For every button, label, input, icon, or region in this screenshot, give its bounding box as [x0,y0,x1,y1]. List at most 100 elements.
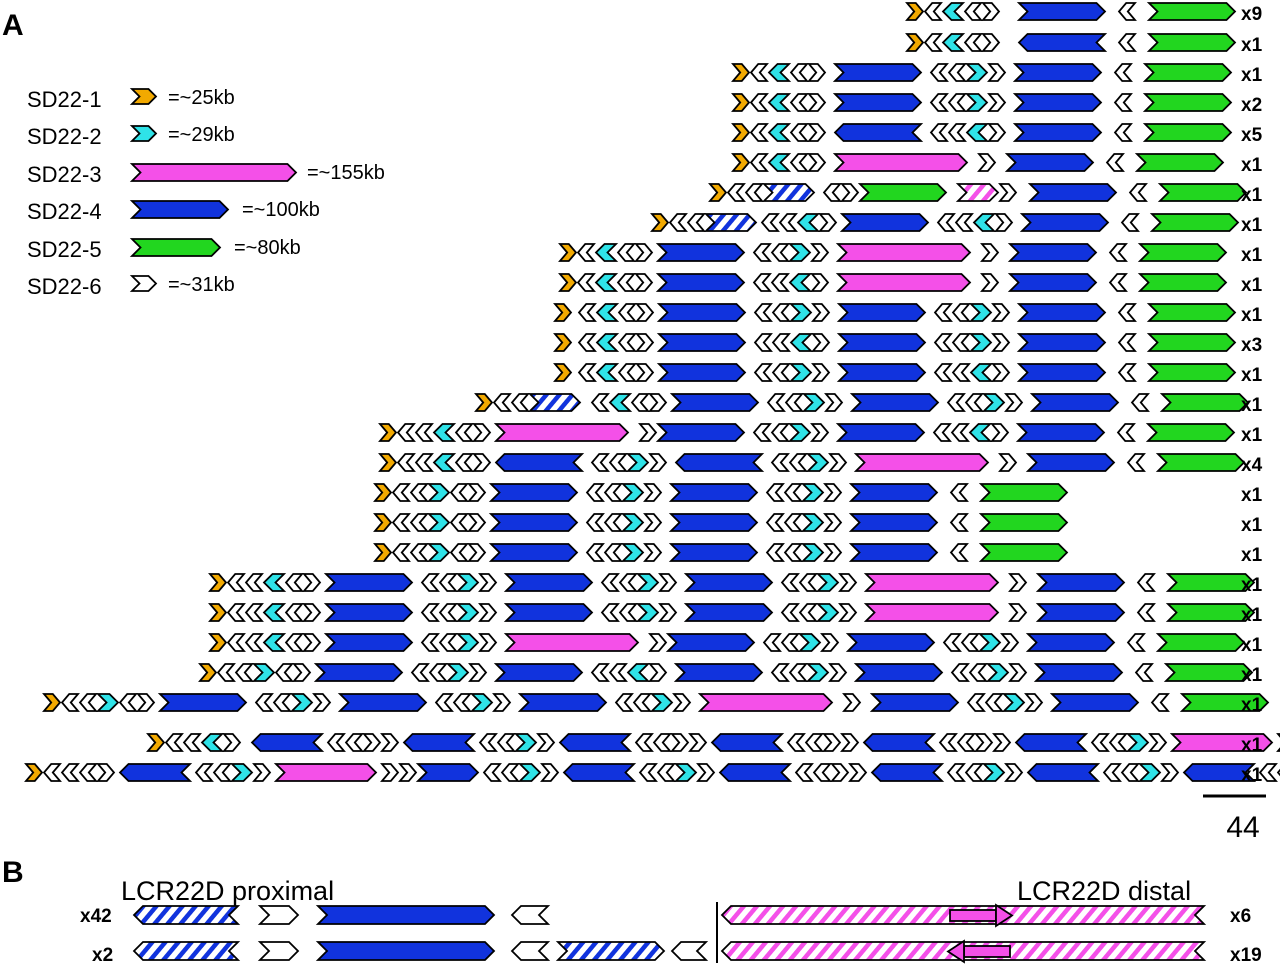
sd22-6-block [1000,633,1020,652]
legend-sd22-5-glyph [129,238,222,257]
sd22-6-block [770,663,790,682]
sd22-2-block [941,2,966,21]
haplotype-count-label: x1 [1241,65,1263,86]
sd22-2-block [262,633,287,652]
sd22-6-block [643,543,663,562]
sd22-2-block [635,603,660,622]
sd22-6-block [752,243,772,262]
sd22-4-block [488,513,579,532]
sd22-6-block [749,153,769,172]
panel-b-label: B [2,856,24,889]
sd22-6-block [540,763,560,782]
haplotype-row [731,63,1233,82]
sd22-6-block [951,333,971,352]
haplotype-count-label: x1 [1241,215,1263,236]
sd22-1-block [146,733,166,752]
sd22-4-block [832,93,923,112]
sd22-4-block [832,63,923,82]
legend-size-sd22-1: =~25kb [168,87,235,109]
sd22-6-block [1117,2,1137,21]
sd22-6-block [616,243,636,262]
haplotype-count-label: x1 [1241,605,1263,626]
sd22-6-block [467,513,487,532]
sd22-3-block [863,603,1000,622]
haplotype-row [24,763,1280,782]
sd22-6-block [492,693,512,712]
sd22-6-block [753,303,773,322]
sd22-6-block [1117,333,1137,352]
sd22-6-block [668,213,688,232]
sd22-6-block [762,633,782,652]
sd22-3-block [1169,733,1274,752]
sd22-4-block [1014,733,1089,752]
sd22-4-block [118,763,193,782]
sd22-4-block [848,543,939,562]
sd22-4-block [558,733,633,752]
sd22-2-block [964,93,989,112]
sd22-6-block [933,303,953,322]
haplotype-row [905,33,1237,52]
sd22-2-block [968,423,993,442]
sd22-2-block [977,633,1002,652]
sd22-6-block [438,633,458,652]
sd22-6-block [496,733,516,752]
sd22-6-block [798,603,818,622]
sd22-6-block [696,763,716,782]
sd22-6-block [784,393,804,412]
sd22-6-block [812,763,832,782]
sd22-4-block [655,423,746,442]
sd22-6-block [1116,423,1136,442]
sd22-1-block [553,303,573,322]
sd22-6-block [212,763,232,782]
haplotype-row [378,453,1246,472]
sd22-4-block [337,693,428,712]
sd22-6-block [933,363,953,382]
sd22-6-block [786,733,806,752]
sd22-6-block [771,303,791,322]
sd22-6-block [420,633,440,652]
sd22-6-block [828,663,848,682]
sd22-4-block [848,483,939,502]
segmental-duplication-blocks [24,2,1280,964]
sd22-6-block [1004,393,1024,412]
sd22-4-block [1035,603,1126,622]
sd22-2-block [968,303,993,322]
sd22-6-block [954,213,974,232]
sd22-6-block [1108,273,1128,292]
haplotype-row [650,213,1240,232]
sd22-6-block [634,273,654,292]
sd22-6-block [811,303,831,322]
sd22-6-block [783,483,803,502]
haplotype-count-label: x1 [1241,365,1263,386]
sd22-2-block [788,273,813,292]
sd22-6-block [1102,763,1122,782]
haplotype-row [553,363,1237,382]
sd22-2-block [620,543,645,562]
sd22-6-block [590,453,610,472]
sd22-2-block [788,363,813,382]
sd22-6-block [482,763,502,782]
sd22-6-block [420,603,440,622]
sd22-6-block [670,941,709,961]
sd22-6-block [618,573,638,592]
sd22-6-block [991,333,1011,352]
haplotype-count-label: x1 [1241,765,1263,786]
sd22-3-block [273,763,378,782]
sd22-2-block [608,393,633,412]
sd22-6-block [414,423,434,442]
sd22-6-block [804,733,824,752]
sd22-6-block [1128,183,1148,202]
sd22-6-block [96,763,116,782]
haplotype-row [378,423,1236,442]
sd22-6-block [391,483,411,502]
sd22-4-block [1027,183,1118,202]
sd22-1-block [208,573,228,592]
sd22-6-block [391,543,411,562]
sd22-4-block [1004,153,1095,172]
sd22-2-block [800,483,825,502]
haplotype-count-label: x1 [1241,305,1263,326]
sd22-4-block [668,543,759,562]
sd22-6-block [811,363,831,382]
sd22-6-block [951,363,971,382]
sd22-6-block [1136,573,1156,592]
